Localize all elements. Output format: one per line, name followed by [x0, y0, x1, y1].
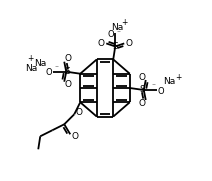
Text: S: S	[112, 42, 118, 51]
Text: ⁻: ⁻	[54, 63, 58, 72]
Text: O: O	[108, 30, 114, 39]
Text: ⁻: ⁻	[152, 81, 156, 90]
Text: O: O	[46, 68, 53, 77]
Text: O: O	[158, 87, 164, 96]
Text: S: S	[140, 85, 146, 94]
Text: Na: Na	[34, 59, 46, 68]
Text: O: O	[72, 132, 79, 141]
Text: Na: Na	[25, 64, 37, 73]
Text: Na: Na	[164, 77, 176, 87]
Text: O: O	[76, 108, 83, 117]
Text: O: O	[126, 39, 133, 48]
Text: +: +	[176, 73, 182, 81]
Text: +: +	[121, 18, 127, 27]
Text: O: O	[98, 39, 105, 48]
Text: ⁻: ⁻	[116, 28, 120, 37]
Text: O: O	[138, 73, 145, 81]
Text: Na: Na	[111, 23, 123, 32]
Text: O: O	[138, 98, 145, 108]
Text: O: O	[65, 54, 72, 63]
Text: +: +	[27, 54, 33, 63]
Text: S: S	[64, 67, 70, 76]
Text: O: O	[65, 80, 72, 89]
